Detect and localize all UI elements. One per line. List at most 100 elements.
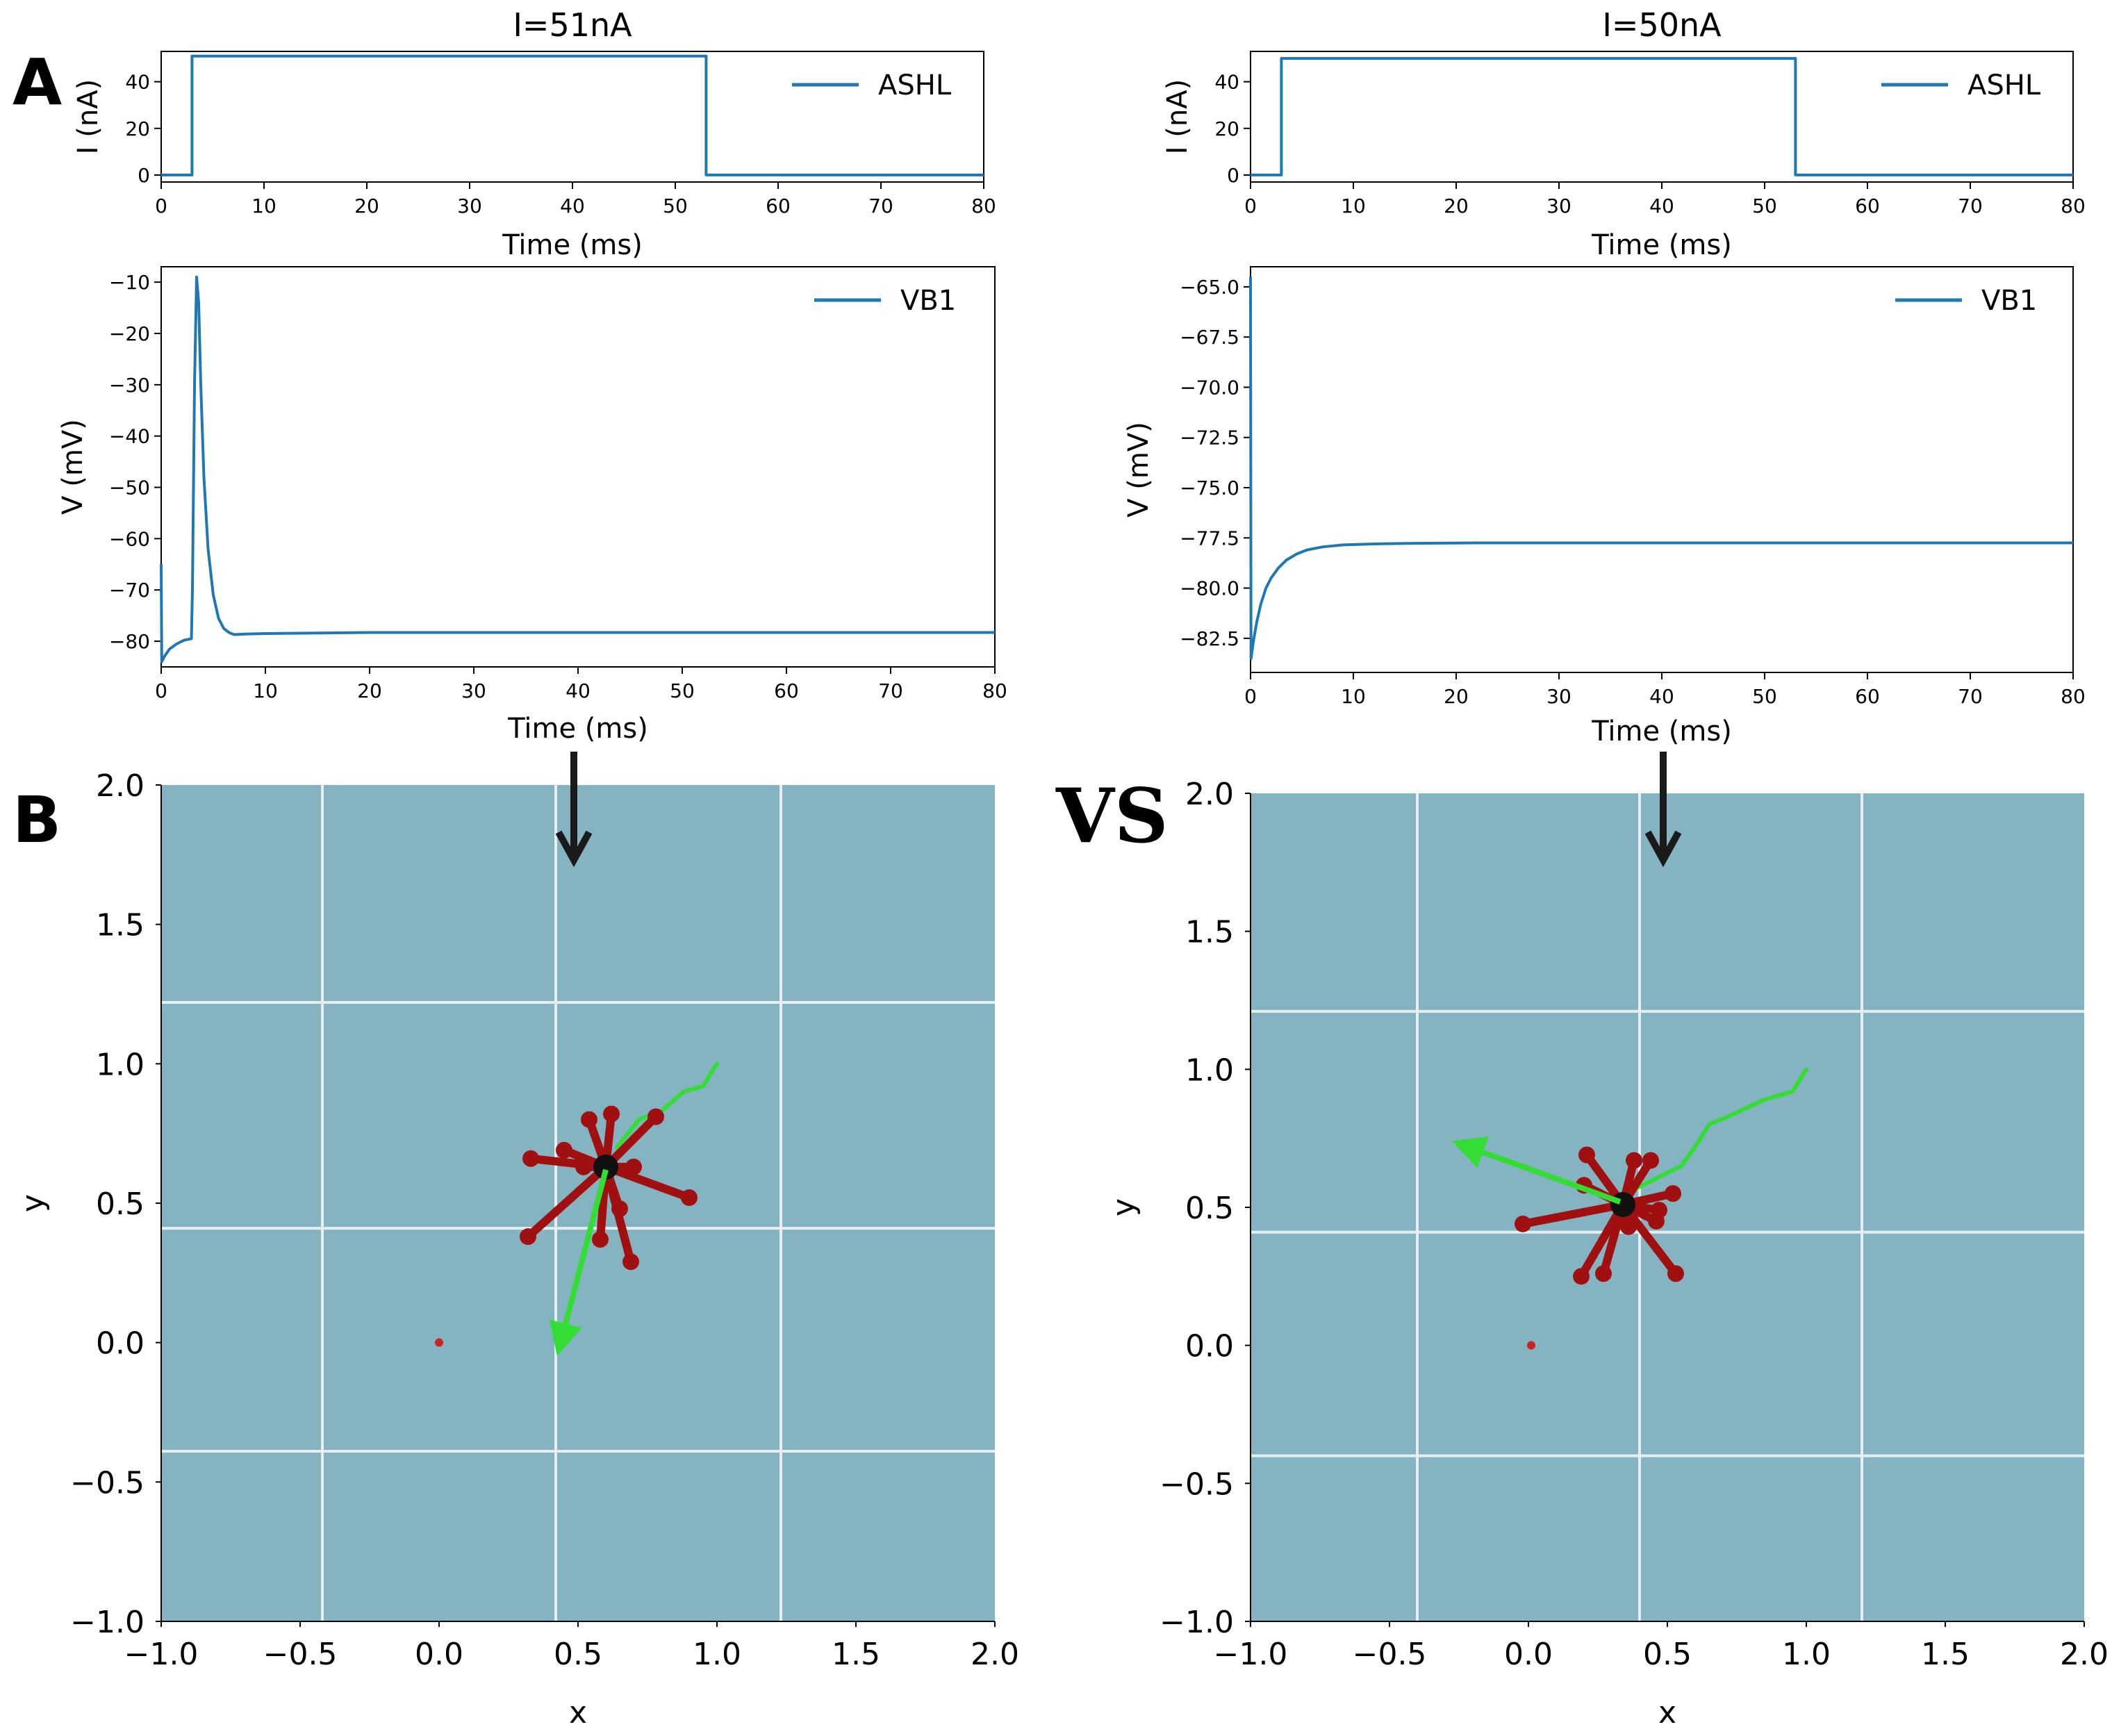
x-tick-label: 60 [1855, 685, 1880, 708]
y-tick-label: −60 [109, 527, 150, 550]
x-tick-label: 70 [1958, 685, 1983, 708]
worm-limb-ball [581, 1111, 597, 1128]
x-tick-label: 10 [251, 195, 277, 217]
current-chart-right: 0 10 20 30 40 50 60 70 80 0 20 40 ASHL I=50nA Time (ms… [1162, 6, 2086, 261]
series-line-vb1 [160, 275, 995, 663]
y-tick-label: 0.0 [96, 1326, 145, 1362]
worm-trail [615, 1061, 719, 1150]
plot-frame [1250, 51, 2074, 183]
y-tick-label: 1.0 [1185, 1052, 1234, 1088]
y-tick-label: −80.0 [1180, 577, 1239, 600]
y-tick-label: 40 [125, 71, 150, 94]
current-chart-left: 0 10 20 30 40 50 60 70 80 0 20 40 ASHL I=51nA Time (ms… [72, 6, 996, 261]
x-tick-label: 20 [1444, 685, 1469, 708]
x-tick-label: 10 [253, 679, 278, 702]
x-tick-label: 50 [1752, 195, 1777, 217]
x-tick-label: −1.0 [124, 1637, 199, 1672]
x-tick-label: 1.5 [832, 1637, 880, 1672]
y-tick-label: −10 [109, 271, 150, 294]
x-tick-label: 20 [357, 679, 382, 702]
y-tick-label: −70.0 [1180, 376, 1239, 399]
worm-limb-ball [1648, 1212, 1665, 1230]
y-tick-label: −77.5 [1180, 527, 1239, 549]
series-line-ashl [161, 54, 984, 176]
x-tick-label: −0.5 [1353, 1637, 1427, 1672]
worm-limb-ball [1667, 1265, 1684, 1282]
y-tick-label: −0.5 [1160, 1466, 1234, 1502]
x-tick-label: 80 [971, 195, 996, 217]
x-tick-label: 70 [868, 195, 893, 217]
x-tick-label: −0.5 [263, 1637, 338, 1672]
x-tick-label: 50 [663, 195, 688, 217]
y-tick-label: −1.0 [70, 1605, 145, 1640]
y-tick-label: 0 [1227, 164, 1239, 187]
x-tick-label: 40 [566, 679, 591, 702]
worm-limb-ball [592, 1231, 609, 1248]
x-tick-label: 1.5 [1921, 1637, 1970, 1672]
arena-background [161, 785, 995, 1621]
y-tick-label: −75.0 [1180, 477, 1239, 499]
target-point [1527, 1341, 1535, 1350]
x-tick-label: 50 [670, 679, 695, 702]
y-tick-label: 1.0 [96, 1047, 145, 1082]
pointer-arrow-head [555, 830, 593, 868]
x-tick-label: 10 [1341, 195, 1366, 217]
worm-center [1610, 1192, 1635, 1218]
x-tick-label: 40 [1649, 195, 1674, 217]
worm-limb-ball [622, 1253, 639, 1271]
worm-limb-ball [522, 1150, 539, 1167]
x-tick-label: 30 [457, 195, 482, 217]
worm-limb-ball [611, 1200, 628, 1218]
worm-center [593, 1154, 618, 1180]
y-tick-label: −20 [109, 322, 150, 345]
y-tick-label: 0 [138, 164, 150, 187]
y-tick-label: 0.5 [1185, 1191, 1234, 1226]
y-tick-label: 20 [125, 117, 150, 140]
y-tick-label: −72.5 [1180, 427, 1239, 449]
worm-limb [1619, 1200, 1680, 1278]
y-tick-label: −82.5 [1180, 627, 1239, 650]
y-tick-label: −80 [109, 630, 150, 653]
worm-limb-ball [625, 1158, 642, 1175]
y-axis-label: V (mV) [1123, 422, 1155, 518]
y-tick-label: −50 [109, 477, 150, 499]
plot-frame [160, 266, 996, 668]
x-tick-label: 60 [774, 679, 799, 702]
worm-limb-ball [520, 1228, 536, 1246]
x-axis-label: x [1658, 1695, 1676, 1730]
target-point [435, 1338, 443, 1347]
x-tick-label: 1.0 [1782, 1637, 1831, 1672]
worm-limb-ball [1665, 1185, 1681, 1202]
heading-arrow [1451, 1136, 1622, 1205]
y-axis-label: I (nA) [1162, 79, 1194, 154]
x-tick-label: 30 [1546, 685, 1571, 708]
y-tick-label: 1.5 [96, 908, 145, 943]
worm-trail [1624, 1067, 1808, 1196]
x-axis-label: Time (ms) [1591, 716, 1732, 747]
x-tick-label: 0.0 [1504, 1637, 1553, 1672]
series-line-vb1 [1249, 276, 2073, 660]
x-tick-label: 80 [2061, 685, 2086, 708]
worm-limb-ball [1642, 1152, 1659, 1169]
x-tick-label: 0 [1244, 685, 1257, 708]
x-tick-label: 2.0 [2060, 1637, 2109, 1672]
worm-limb-ball [647, 1108, 664, 1125]
y-tick-label: −1.0 [1160, 1605, 1234, 1640]
legend-label: VB1 [900, 285, 956, 317]
voltage-chart-right: 0 10 20 30 40 50 60 70 80 −82.5 −80.0 −77.5 −75.0 −72… [1123, 266, 2086, 747]
heading-arrow [549, 1168, 609, 1356]
legend-label: VB1 [1981, 285, 2037, 317]
pointer-arrow-head [1644, 830, 1682, 868]
x-axis-label: Time (ms) [502, 229, 643, 261]
x-tick-label: 30 [1546, 195, 1571, 217]
legend-label: ASHL [1967, 69, 2041, 101]
y-axis-label: y [1106, 1198, 1141, 1216]
x-tick-label: 10 [1341, 685, 1366, 708]
series-line-ashl [1251, 57, 2073, 176]
legend-label: ASHL [878, 69, 952, 101]
x-tick-label: 2.0 [971, 1637, 1019, 1672]
y-tick-label: −65.0 [1180, 276, 1239, 299]
worm-limb-ball [556, 1141, 572, 1159]
y-tick-label: 20 [1214, 117, 1239, 140]
worm-limb-ball [1595, 1265, 1612, 1282]
